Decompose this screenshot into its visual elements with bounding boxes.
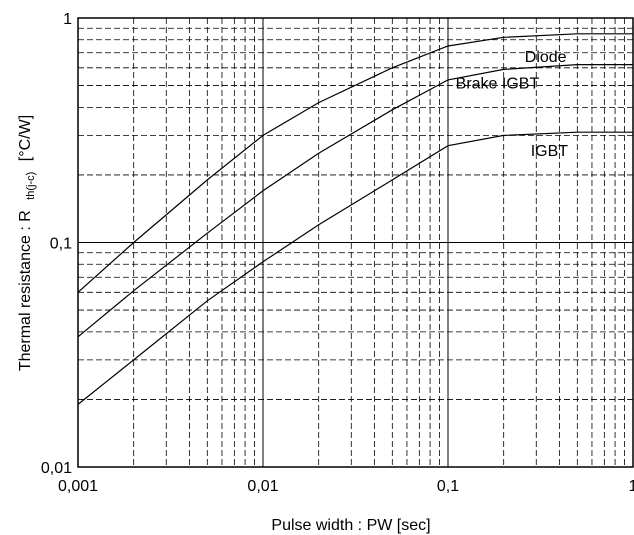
x-tick-label: 1 (629, 478, 634, 495)
x-tick-label: 0,1 (437, 478, 459, 495)
series-line-brake-igbt (77, 63, 633, 338)
series-label-igbt: IGBT (531, 143, 569, 160)
y-axis-title-subscript: th(j-c) (25, 172, 37, 200)
series-label-diode: Diode (525, 49, 567, 66)
series-line-igbt (77, 131, 633, 405)
curves (77, 33, 633, 405)
y-tick-label: 0,01 (41, 460, 72, 477)
y-tick-label: 0,1 (50, 236, 72, 253)
x-axis-title: Pulse width : PW [sec] (271, 517, 430, 534)
series-line-diode (77, 33, 633, 293)
y-tick-label: 1 (63, 11, 72, 28)
grid (77, 18, 633, 468)
x-tick-label: 0,001 (58, 478, 98, 495)
y-axis-title: Thermal resistance : R th(j-c) [°C/W] (17, 115, 38, 371)
svg-text:Thermal resistance : R t: Thermal resistance : R th(j-c) [°C/W] (17, 115, 38, 371)
tick-labels: 0,001 0,01 0,1 10,010,11 (41, 11, 634, 495)
plot-frame (77, 17, 634, 468)
x-tick-label: 0,01 (247, 478, 278, 495)
y-axis-title-prefix: Thermal resistance : R (17, 210, 34, 371)
series-label-brake-igbt: Brake IGBT (456, 76, 540, 93)
series-labels: Diode Brake IGBT IGBT (456, 49, 569, 160)
y-axis-title-suffix: [°C/W] (17, 115, 34, 161)
